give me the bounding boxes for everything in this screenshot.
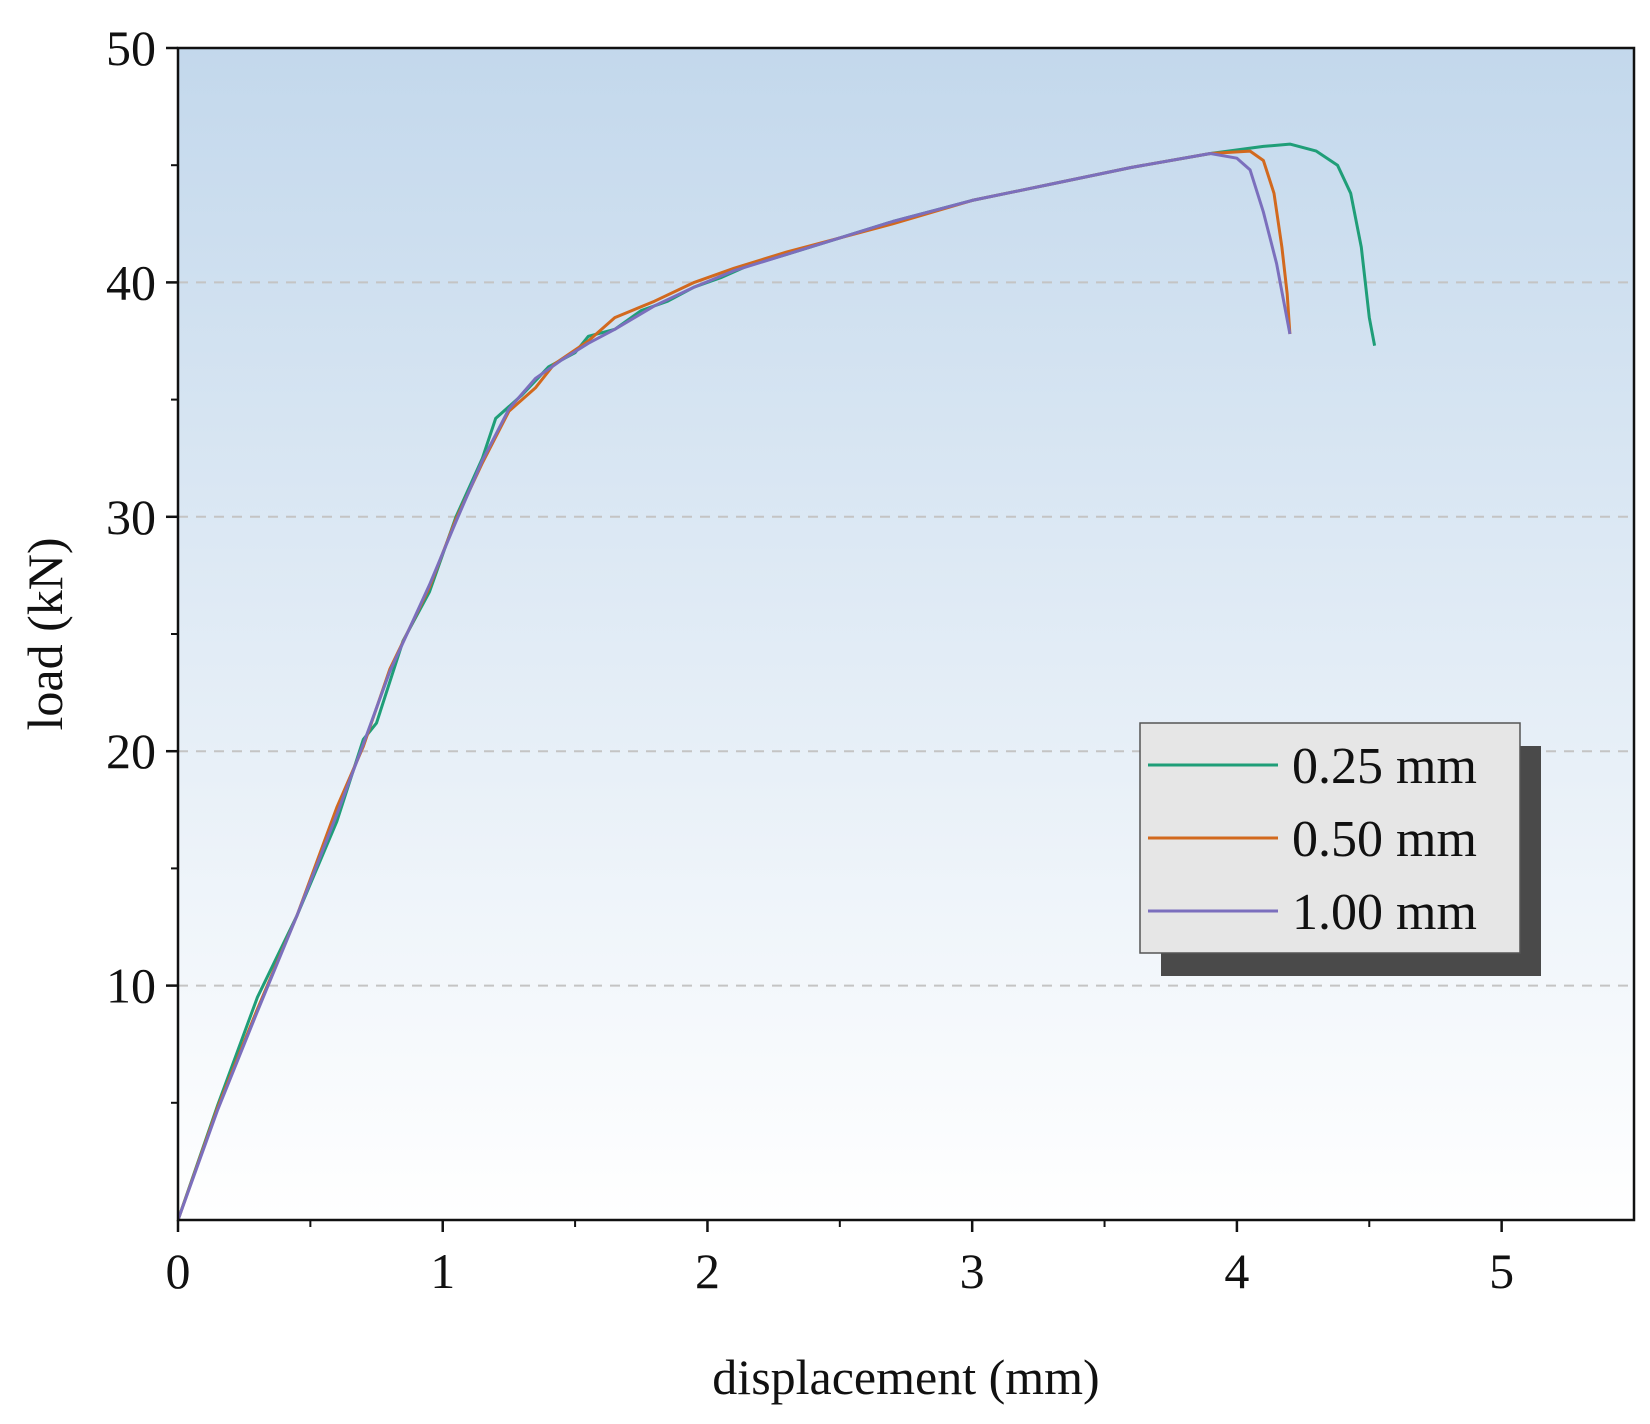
series-line-3 [178,152,1292,1220]
x-tick-label: 5 [1489,1243,1514,1299]
y-tick-label: 10 [106,958,156,1014]
legend: 0.25 mm 0.50 mm 1.00 mm [1139,722,1541,976]
x-tick-label: 3 [960,1243,985,1299]
y-axis-label: load (kN) [17,538,73,731]
y-tick-label: 50 [106,20,156,76]
series-lines [178,142,1377,1220]
x-tick-label: 0 [166,1243,191,1299]
legend-label: 0.25 mm [1292,738,1477,795]
x-axis-label: displacement (mm) [712,1349,1099,1405]
y-tick-label: 20 [106,723,156,779]
legend-label: 1.00 mm [1292,884,1477,941]
axis-ticks: 0 1 2 3 4 5 10 20 30 40 50 [106,20,1514,1299]
y-tick-label: 40 [106,254,156,310]
x-tick-label: 2 [695,1243,720,1299]
y-tick-label: 30 [106,489,156,545]
x-tick-label: 4 [1224,1243,1249,1299]
x-tick-label: 1 [430,1243,455,1299]
legend-label: 0.50 mm [1292,811,1477,868]
plot-background [178,48,1634,1220]
